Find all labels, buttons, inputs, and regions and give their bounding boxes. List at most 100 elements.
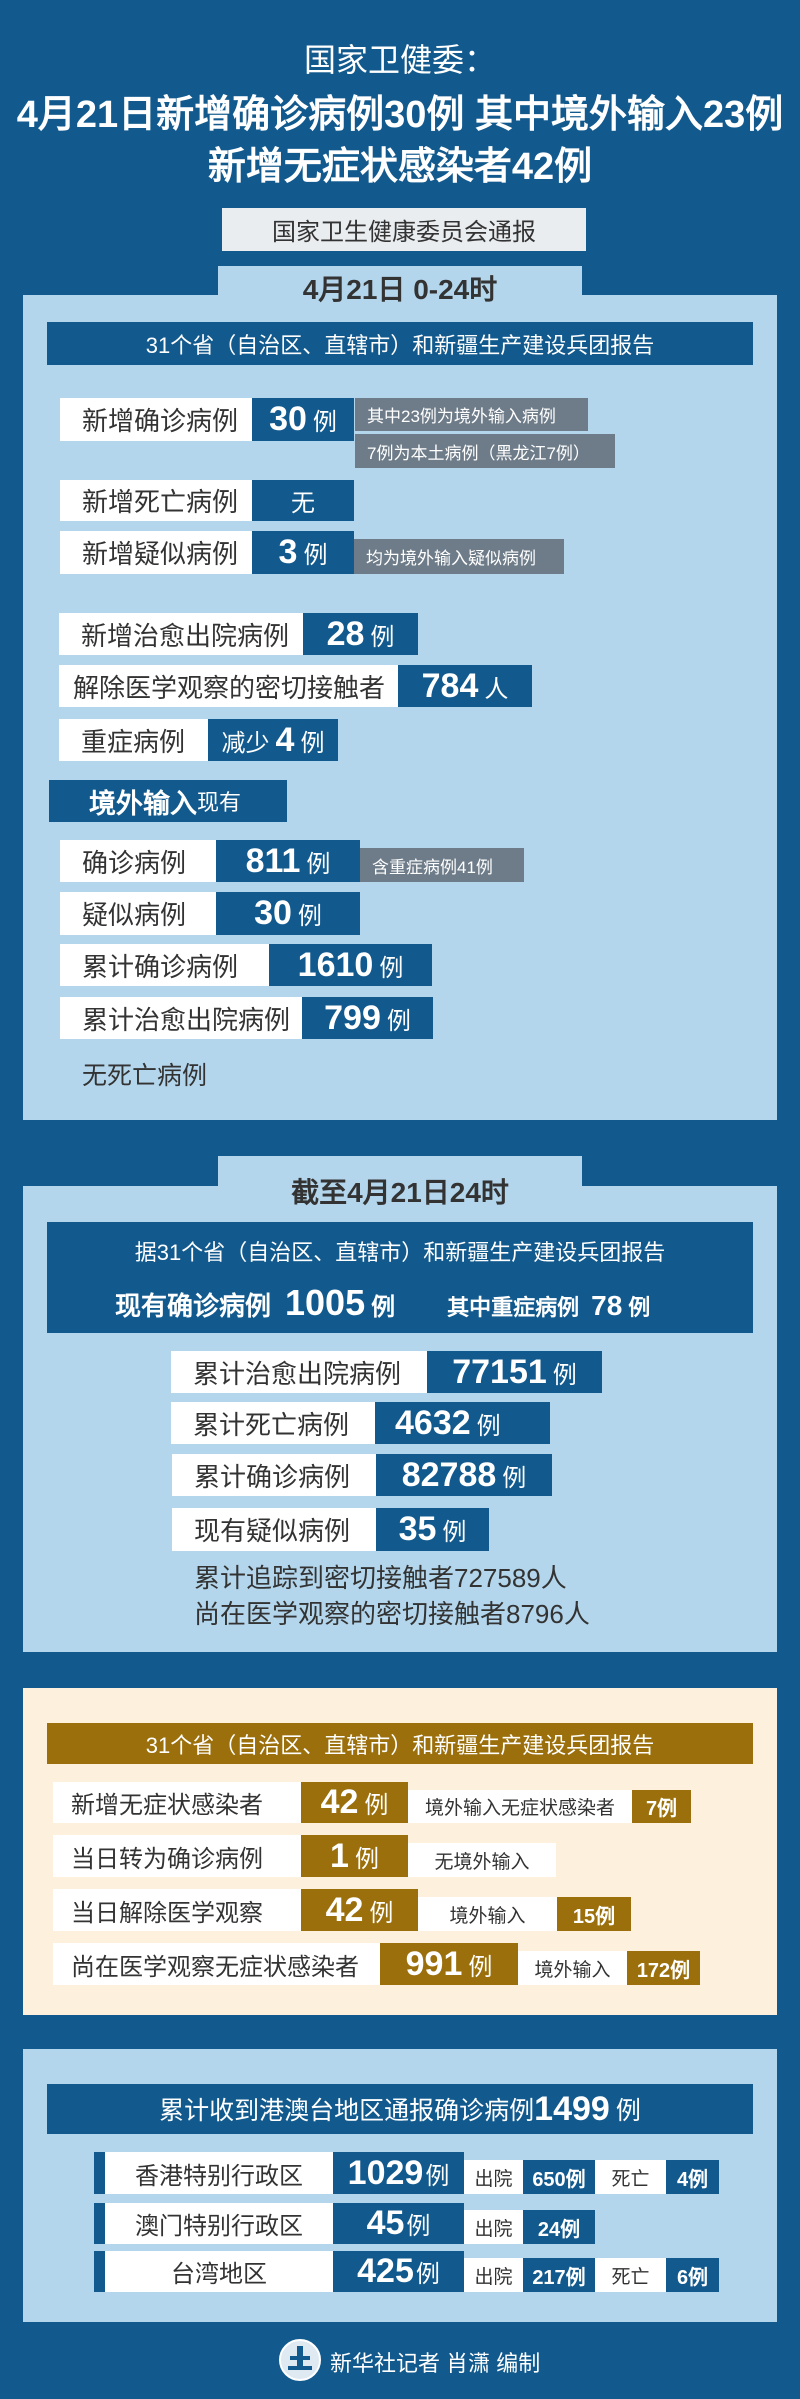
headline-2: 新增无症状感染者42例 [207,146,593,188]
asym-observed-note-value: 172例 [627,1951,700,1985]
daily-period: 4月21日 0-24时 [302,274,498,305]
value: 82788 [401,1455,497,1494]
unit: 例 [425,2162,450,2190]
severe-value: 减少 4 例 [208,719,338,761]
value: 42 [320,1783,359,1821]
value: 991 [405,1944,463,1983]
unit: 例 [369,1899,394,1927]
taiwan-deaths: 6例 [666,2258,719,2292]
asym-observed-value: 991 例 [380,1943,518,1985]
value: 30 [269,400,307,438]
unit: 例 [300,729,325,757]
cumulative-banner-text: 据31个省（自治区、直辖市）和新疆生产建设兵团报告 [134,1240,666,1265]
cumulative-period: 截至4月21日24时 [291,1177,509,1208]
severe-unit: 例 [628,1295,651,1320]
contacts-traced: 累计追踪到密切接触者727589人 [194,1563,567,1593]
new-suspected-label: 新增疑似病例 [60,531,252,574]
unit: 例 [303,542,328,569]
hmt-banner: 累计收到港澳台地区通报确诊病例 1499 例 [47,2084,753,2134]
unit: 例 [502,1464,527,1492]
unit: 例 [442,1519,467,1546]
hk-discharged-label: 出院 [464,2160,523,2194]
severe-value: 78 [591,1290,623,1321]
cumulative-tab [218,1156,582,1187]
new-recovered-label: 新增治愈出院病例 [59,613,303,655]
hmt-banner-text: 累计收到港澳台地区通报确诊病例 [159,2097,535,2125]
imported-recovered-value: 799 例 [302,997,433,1039]
cum-confirmed-value: 82788 例 [376,1454,552,1496]
hk-region: 香港特别行政区 [105,2152,333,2194]
value: 784 [421,666,479,705]
row-accent [94,2203,105,2244]
imported-total-value: 1610 例 [269,944,432,986]
cum-confirmed-label: 累计确诊病例 [172,1454,376,1496]
imported-recovered-label: 累计治愈出院病例 [60,997,302,1039]
unit: 例 [354,1845,379,1873]
imported-total-label: 累计确诊病例 [60,944,269,986]
agency-title: 国家卫健委： [303,42,496,78]
imported-suspected-value: 30 例 [216,892,360,935]
cum-recovered-label: 累计治愈出院病例 [171,1351,427,1393]
new-confirmed-note-2: 7例为本土病例（黑龙江7例） [355,434,615,468]
new-deaths-value: 无 [252,480,354,521]
current-label: 现有确诊病例 [115,1291,272,1321]
hk-value: 1029 例 [333,2152,464,2194]
value: 811 [245,841,301,880]
taiwan-discharged-label: 出院 [464,2258,523,2292]
unit: 例 [415,2261,440,2288]
imported-confirmed-value: 811 例 [216,840,360,882]
unit: 例 [406,2213,431,2240]
value: 4632 [395,1403,471,1442]
unit: 例 [379,954,404,982]
cur-suspected-value: 35 例 [376,1508,489,1551]
imported-confirmed-note: 含重症病例41例 [360,848,524,882]
cum-deaths-value: 4632 例 [375,1402,550,1444]
value: 77151 [452,1352,547,1391]
imported-suspected-label: 疑似病例 [60,892,216,935]
asymptomatic-banner: 31个省（自治区、直辖市）和新疆生产建设兵团报告 [47,1723,753,1764]
severe-label: 其中重症病例 [447,1295,580,1320]
released-contacts-label: 解除医学观察的密切接触者 [59,665,398,707]
asym-new-note: 境外输入无症状感染者 [408,1790,632,1823]
headline-1: 4月21日新增确诊病例30例 其中境外输入23例 [16,94,784,136]
footer-credit: 新华社记者 肖潇 编制 [330,2351,541,2376]
new-confirmed-value: 30 例 [252,398,354,441]
macau-discharged-label: 出院 [464,2210,523,2244]
asym-released-value: 42 例 [301,1889,418,1931]
unit: 例 [552,1361,577,1389]
imported-header-bold: 境外输入 [89,788,197,819]
value: 3 [278,533,298,571]
new-suspected-note: 均为境外输入疑似病例 [354,539,564,574]
imported-confirmed-label: 确诊病例 [60,840,216,882]
unit: 例 [370,623,395,651]
taiwan-region: 台湾地区 [105,2251,333,2292]
asym-released-label: 当日解除医学观察 [53,1889,301,1931]
new-confirmed-note-1: 其中23例为境外输入病例 [355,398,588,431]
taiwan-discharged: 217例 [523,2258,595,2292]
current-value: 1005 [285,1282,366,1323]
cum-deaths-label: 累计死亡病例 [171,1402,375,1444]
asym-converted-note: 无境外输入 [408,1843,556,1877]
hk-deaths: 4例 [666,2160,719,2194]
value: 30 [254,894,292,932]
daily-banner: 31个省（自治区、直辖市）和新疆生产建设兵团报告 [47,322,753,365]
xinhua-logo-icon [278,2338,322,2382]
asym-released-note: 境外输入 [418,1897,557,1931]
asym-new-value: 42 例 [301,1782,408,1823]
asym-new-label: 新增无症状感染者 [53,1782,301,1823]
row-accent [94,2152,105,2194]
contacts-observed: 尚在医学观察的密切接触者8796人 [194,1599,590,1629]
hk-deaths-label: 死亡 [595,2160,666,2194]
hmt-banner-value: 1499 [534,2089,610,2128]
current-confirmed: 现有确诊病例 1005 例 其中重症病例 78 例 [115,1282,650,1324]
value: 35 [398,1510,437,1548]
value: 45 [366,2204,405,2242]
value: 4 [275,720,295,759]
value: 28 [326,614,365,653]
asym-new-note-value: 7例 [632,1790,691,1823]
severe-label: 重症病例 [59,719,208,761]
cur-suspected-label: 现有疑似病例 [172,1508,376,1551]
new-recovered-value: 28 例 [303,613,418,655]
new-deaths-label: 新增死亡病例 [60,480,252,521]
